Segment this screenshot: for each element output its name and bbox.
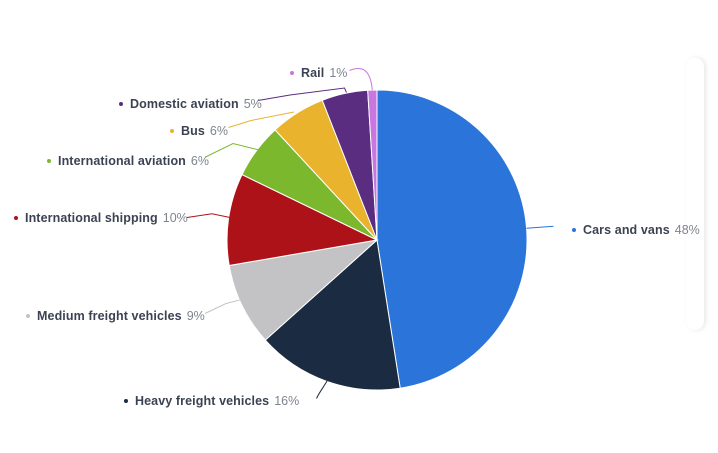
pie-slice-international-shipping[interactable] (226, 173, 379, 267)
slice-label-value: 9% (186, 309, 205, 323)
slice-label-value: 16% (274, 394, 300, 408)
slice-bullet-icon (119, 102, 123, 106)
slice-bullet-icon (26, 314, 30, 318)
label-connector-cars-and-vans (526, 225, 554, 229)
slice-label-name: International shipping (25, 211, 158, 225)
slice-bullet-icon (47, 159, 51, 163)
panel-edge-shadow (686, 58, 704, 330)
slice-bullet-icon (124, 399, 128, 403)
pie-slice-cars-and-vans[interactable] (376, 89, 528, 389)
slice-label-value: 6% (209, 124, 228, 138)
slice-label-value: 5% (243, 97, 262, 111)
slice-label-value: 1% (329, 66, 348, 80)
slice-label-domestic-aviation: Domestic aviation 5% (119, 96, 262, 112)
slice-bullet-icon (572, 228, 576, 232)
label-connector-heavy-freight-vehicles (316, 380, 328, 399)
label-connector-bus (228, 111, 295, 128)
slice-label-value: 48% (674, 223, 700, 237)
slice-label-international-shipping: International shipping 10% (14, 210, 188, 226)
slice-label-name: Medium freight vehicles (37, 309, 182, 323)
label-connector-international-aviation (205, 142, 259, 158)
slice-label-value: 6% (190, 154, 209, 168)
slice-bullet-icon (290, 71, 294, 75)
label-connector-rail (349, 67, 373, 91)
slice-bullet-icon (170, 129, 174, 133)
label-connector-medium-freight-vehicles (204, 299, 241, 314)
slice-label-name: Rail (301, 66, 325, 80)
label-connector-domestic-aviation (257, 87, 347, 101)
pie-slice-medium-freight-vehicles[interactable] (228, 239, 379, 341)
slice-label-value: 10% (162, 211, 188, 225)
slice-label-name: International aviation (58, 154, 186, 168)
slice-label-international-aviation: International aviation 6% (47, 153, 209, 169)
slice-label-name: Bus (181, 124, 205, 138)
slice-label-name: Cars and vans (583, 223, 670, 237)
slice-bullet-icon (14, 216, 18, 220)
slice-label-rail: Rail 1% (290, 65, 347, 81)
slice-label-name: Heavy freight vehicles (135, 394, 270, 408)
slice-label-cars-and-vans: Cars and vans 48% (572, 222, 700, 238)
slice-label-name: Domestic aviation (130, 97, 239, 111)
slice-label-heavy-freight-vehicles: Heavy freight vehicles 16% (124, 393, 299, 409)
slice-label-bus: Bus 6% (170, 123, 228, 139)
label-connector-international-shipping (186, 213, 231, 218)
slice-label-medium-freight-vehicles: Medium freight vehicles 9% (26, 308, 205, 324)
